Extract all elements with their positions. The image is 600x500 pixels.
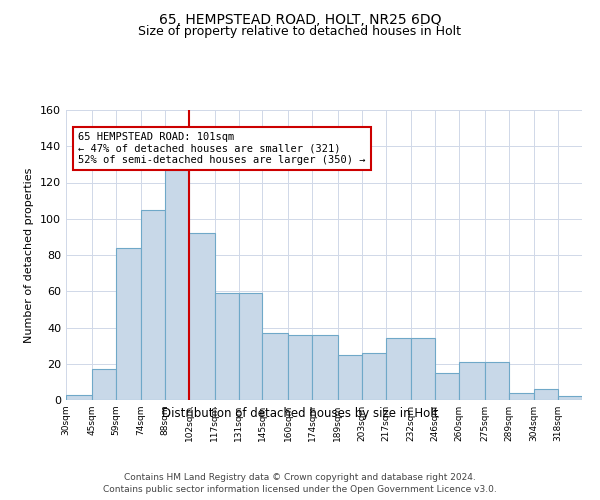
Bar xyxy=(411,338,435,400)
Bar xyxy=(165,170,189,400)
Bar xyxy=(312,335,338,400)
Bar xyxy=(239,293,262,400)
Bar xyxy=(141,210,165,400)
Bar xyxy=(558,396,582,400)
Text: 65 HEMPSTEAD ROAD: 101sqm
← 47% of detached houses are smaller (321)
52% of semi: 65 HEMPSTEAD ROAD: 101sqm ← 47% of detac… xyxy=(78,132,365,165)
Bar xyxy=(362,353,386,400)
Bar xyxy=(288,335,312,400)
Bar xyxy=(534,389,558,400)
Bar xyxy=(189,233,215,400)
Bar xyxy=(66,394,92,400)
Bar xyxy=(215,293,239,400)
Bar xyxy=(485,362,509,400)
Bar xyxy=(435,373,459,400)
Bar xyxy=(338,354,362,400)
Bar xyxy=(509,393,534,400)
Text: 65, HEMPSTEAD ROAD, HOLT, NR25 6DQ: 65, HEMPSTEAD ROAD, HOLT, NR25 6DQ xyxy=(159,12,441,26)
Text: Distribution of detached houses by size in Holt: Distribution of detached houses by size … xyxy=(162,408,438,420)
Bar xyxy=(92,369,116,400)
Text: Contains HM Land Registry data © Crown copyright and database right 2024.: Contains HM Land Registry data © Crown c… xyxy=(124,472,476,482)
Bar xyxy=(459,362,485,400)
Y-axis label: Number of detached properties: Number of detached properties xyxy=(25,168,34,342)
Bar xyxy=(262,333,288,400)
Bar xyxy=(116,248,141,400)
Text: Size of property relative to detached houses in Holt: Size of property relative to detached ho… xyxy=(139,25,461,38)
Bar xyxy=(386,338,411,400)
Text: Contains public sector information licensed under the Open Government Licence v3: Contains public sector information licen… xyxy=(103,485,497,494)
